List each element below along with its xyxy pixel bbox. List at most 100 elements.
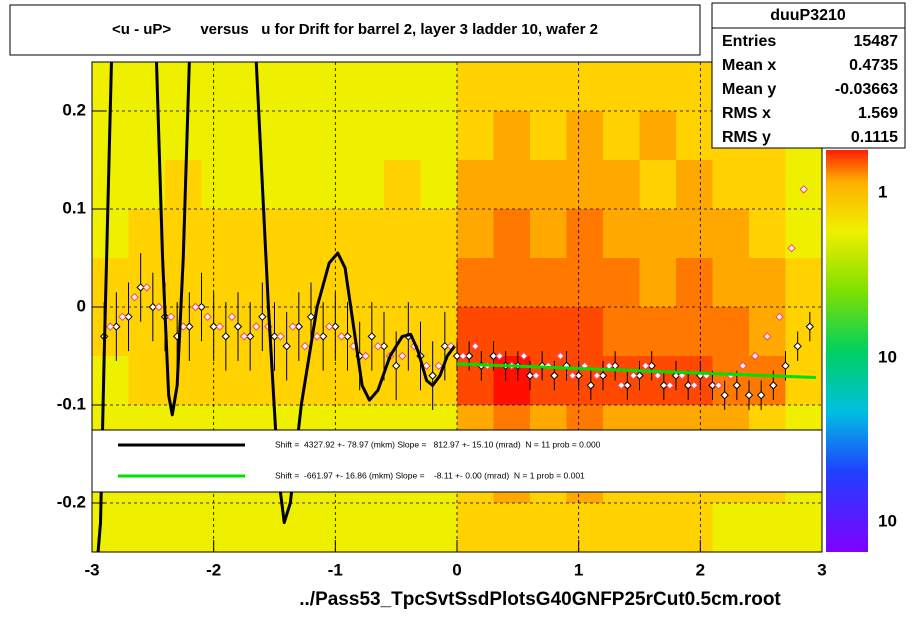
heatmap-cell <box>311 62 348 112</box>
data-point <box>635 371 644 380</box>
heatmap-cell <box>311 356 348 406</box>
z-tick-label: 10 <box>878 511 897 530</box>
heatmap-cell <box>749 160 786 210</box>
data-point <box>379 341 389 351</box>
heatmap-cell <box>639 111 677 161</box>
stats-title: duuP3210 <box>770 7 846 24</box>
data-point <box>398 351 407 361</box>
heatmap-cell <box>676 258 713 308</box>
heatmap-cell <box>712 258 750 308</box>
color-bar <box>826 150 868 552</box>
data-point <box>744 390 754 400</box>
data-point <box>653 371 662 380</box>
data-point <box>738 361 748 371</box>
heatmap-cell <box>420 62 458 112</box>
heatmap-cell <box>530 111 567 161</box>
data-point <box>361 351 370 361</box>
data-point <box>288 322 297 331</box>
heatmap-cell <box>238 503 275 552</box>
heatmap-cell <box>420 258 458 308</box>
data-point <box>312 332 322 341</box>
heatmap-cell <box>566 209 604 259</box>
heatmap-cell <box>603 258 640 308</box>
heatmap-cell <box>274 209 312 259</box>
data-point <box>805 322 815 331</box>
heatmap-cell <box>566 258 604 308</box>
heatmap-cell <box>201 209 239 259</box>
x-axis-label: ../Pass53_TpcSvtSsdPlotsG40GNFP25rCut0.5… <box>299 589 781 610</box>
heatmap-cell <box>311 503 348 552</box>
heatmap-cell <box>384 356 421 406</box>
heatmap-cell <box>639 258 677 308</box>
data-point <box>373 341 383 351</box>
data-point <box>629 371 638 380</box>
stats-value: 15487 <box>854 33 899 50</box>
heatmap-cell <box>201 356 239 406</box>
heatmap-cell <box>165 503 202 552</box>
legend-label: Shift = 4327.92 +- 78.97 (mkm) Slope = 8… <box>275 439 601 449</box>
heatmap-cell <box>201 160 239 210</box>
heatmap-cell <box>530 160 567 210</box>
heatmap-cell <box>201 503 239 552</box>
heatmap-cell <box>165 356 202 406</box>
heatmap-cell <box>201 258 239 308</box>
plot-area: Shift = 4327.92 +- 78.97 (mkm) Slope = 8… <box>91 62 823 552</box>
heatmap-cell <box>457 503 494 552</box>
data-point <box>221 332 231 341</box>
heatmap-cell <box>603 307 640 357</box>
stats-key: Mean x <box>722 57 776 74</box>
x-tick-label: 2 <box>696 560 705 579</box>
data-point <box>556 351 565 361</box>
data-point <box>750 351 760 361</box>
data-point <box>197 302 206 312</box>
heatmap-cell <box>603 209 640 259</box>
heatmap-cell <box>676 62 713 112</box>
heatmap-cell <box>92 356 129 406</box>
x-tick-label: -2 <box>206 560 221 579</box>
heatmap-cell <box>676 111 713 161</box>
heatmap-cell <box>420 503 458 552</box>
data-point <box>154 302 164 312</box>
heatmap-cell <box>457 62 494 112</box>
heatmap-cell <box>749 356 786 406</box>
data-point <box>318 332 328 341</box>
heatmap-cell <box>92 209 129 259</box>
heatmap-cell <box>457 111 494 161</box>
heatmap-cell <box>530 209 567 259</box>
heatmap-cell <box>457 160 494 210</box>
data-point <box>775 312 784 322</box>
data-point <box>720 390 729 400</box>
stats-key: Mean y <box>722 81 776 98</box>
heatmap-cell <box>603 503 640 552</box>
data-point <box>732 381 742 390</box>
x-tick-label: -3 <box>84 560 99 579</box>
heatmap-cell <box>785 356 822 406</box>
heatmap-cell <box>347 356 385 406</box>
heatmap-cell <box>384 209 421 259</box>
stats-value: 0.4735 <box>849 57 898 74</box>
heatmap-cell <box>603 62 640 112</box>
data-point <box>166 312 176 322</box>
y-tick-label: 0.2 <box>62 100 86 119</box>
heatmap-cell <box>566 503 604 552</box>
heatmap-cell <box>712 209 750 259</box>
heatmap-cell <box>530 503 567 552</box>
stats-value: 1.569 <box>858 105 898 122</box>
data-point <box>592 371 602 380</box>
data-point <box>714 381 723 390</box>
heatmap-cell <box>530 258 567 308</box>
data-point <box>495 351 504 361</box>
data-point <box>337 332 346 341</box>
heatmap-cell <box>420 111 458 161</box>
heatmap-cell <box>347 62 385 112</box>
data-point <box>799 185 808 194</box>
stats-key: Entries <box>722 33 776 50</box>
heatmap-cell <box>566 160 604 210</box>
heatmap-cell <box>603 111 640 161</box>
heatmap-cell <box>384 503 421 552</box>
heatmap-cell <box>457 258 494 308</box>
heatmap-cell <box>238 356 275 406</box>
data-point <box>464 351 474 361</box>
data-point <box>367 332 377 341</box>
heatmap-cell <box>676 307 713 357</box>
